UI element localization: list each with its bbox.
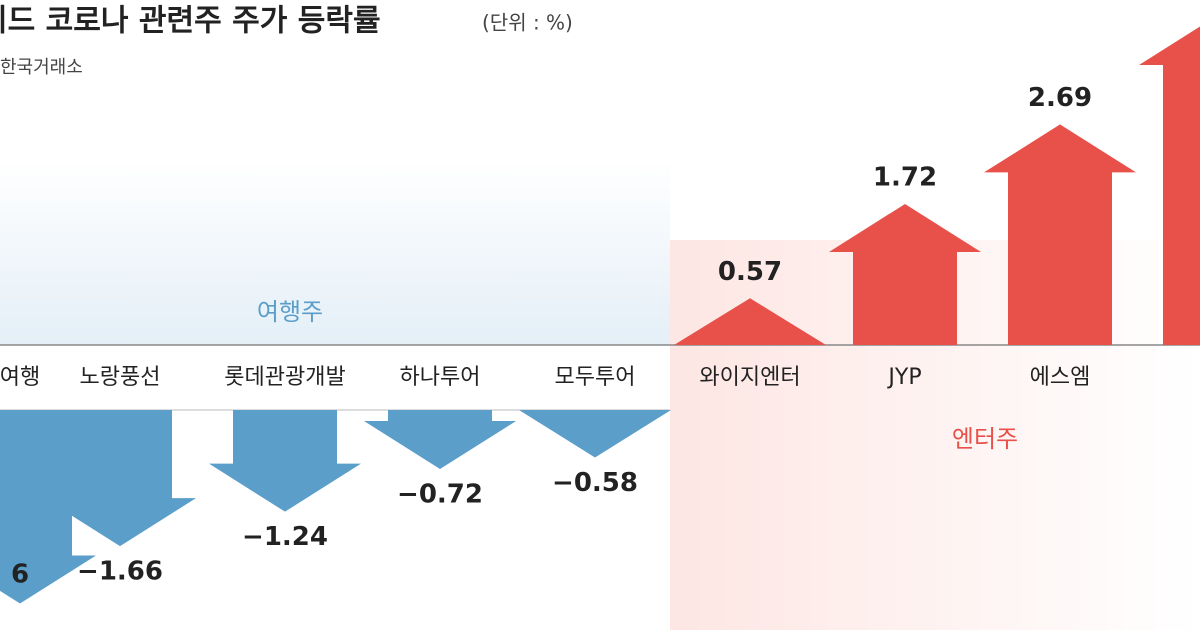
group-label: 엔터주 [952,425,1018,453]
bg-travel [0,160,670,345]
x-tick-label: 롯데관광개발 [224,365,345,390]
x-tick-label: 와이지엔터 [699,365,800,390]
x-tick-label: 에스엠 [1030,365,1091,390]
chart-title: 위드 코로나 관련주 주가 등락률 [0,4,381,39]
value-label: −1.66 [77,557,163,587]
value-label: 0.57 [718,257,782,287]
value-label: 6 [11,560,29,590]
arrow [209,410,361,512]
arrow [829,203,981,345]
arrow [519,410,671,458]
value-label: −1.24 [242,522,328,552]
x-tick-label: 노랑풍선 [80,365,161,390]
arrow [674,298,826,345]
arrow [1139,26,1200,345]
unit: (단위 : %) [482,11,573,35]
arrow [984,124,1136,345]
x-tick-label: 여행 [0,365,40,390]
arrow [44,410,196,547]
value-label: 1.72 [873,162,937,192]
arrow [364,410,516,470]
value-label: −0.72 [397,480,483,510]
x-tick-label: 하나투어 [400,365,481,390]
source: 한국거래소 [0,57,83,78]
x-tick-label: 모두투어 [555,365,636,390]
group-label: 여행주 [257,298,323,326]
value-label: 2.69 [1028,83,1092,113]
value-label: −0.58 [552,468,638,498]
x-tick-label: JYP [886,365,921,390]
